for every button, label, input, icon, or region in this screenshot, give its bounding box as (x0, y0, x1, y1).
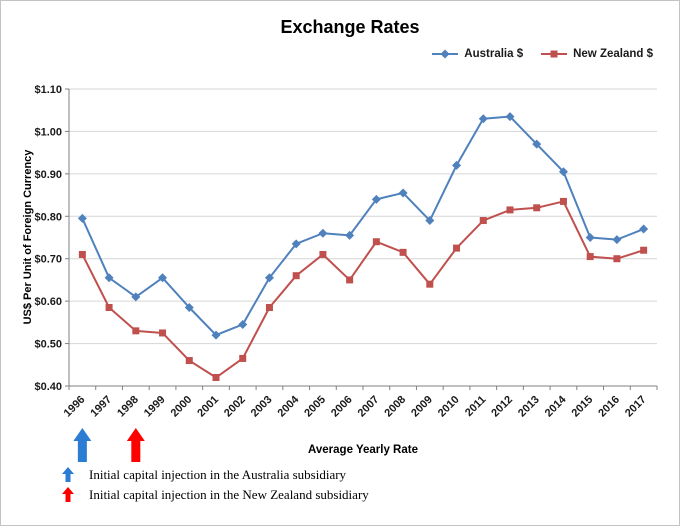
svg-text:2003: 2003 (249, 394, 275, 420)
australia-series-marker-icon (432, 49, 459, 59)
svg-text:$1.10: $1.10 (34, 84, 62, 96)
annotation-australia: Initial capital injection in the Austral… (61, 466, 369, 483)
svg-text:1997: 1997 (88, 394, 114, 420)
annotation-text-new-zealand: Initial capital injection in the New Zea… (89, 486, 369, 502)
svg-text:2001: 2001 (195, 394, 221, 420)
svg-text:$1.00: $1.00 (34, 126, 62, 138)
svg-text:2007: 2007 (356, 394, 382, 420)
svg-text:2000: 2000 (169, 394, 195, 420)
legend-label-australia: Australia $ (464, 48, 524, 60)
legend-item-new-zealand: New Zealand $ (539, 48, 653, 60)
svg-text:$0.70: $0.70 (34, 254, 62, 266)
x-axis-title: Average Yearly Rate (308, 444, 418, 456)
svg-text:1999: 1999 (142, 394, 168, 420)
annotation-legend: Initial capital injection in the Austral… (61, 466, 369, 503)
legend-label-new-zealand: New Zealand $ (573, 48, 653, 60)
svg-text:2012: 2012 (489, 394, 515, 420)
svg-text:2014: 2014 (543, 393, 569, 419)
y-axis-title: US$ Per Unit of Foreign Currency (22, 149, 34, 325)
svg-text:2006: 2006 (329, 394, 355, 420)
svg-text:1996: 1996 (62, 394, 88, 420)
svg-text:2013: 2013 (516, 394, 542, 420)
svg-text:$0.40: $0.40 (34, 381, 62, 393)
chart-title: Exchange Rates (280, 17, 420, 37)
chart-legend: Australia $ New Zealand $ (430, 48, 653, 60)
svg-text:2004: 2004 (276, 393, 302, 419)
svg-text:$0.90: $0.90 (34, 169, 62, 181)
svg-text:2016: 2016 (596, 394, 622, 420)
red-up-arrow-icon (62, 487, 74, 502)
svg-text:$0.50: $0.50 (34, 339, 62, 351)
svg-text:$0.80: $0.80 (34, 211, 62, 223)
annotation-new-zealand: Initial capital injection in the New Zea… (61, 486, 369, 503)
svg-text:2015: 2015 (570, 394, 596, 420)
legend-item-australia: Australia $ (430, 48, 523, 60)
svg-text:2017: 2017 (623, 394, 649, 420)
blue-up-arrow-icon (62, 467, 74, 482)
svg-text:2005: 2005 (302, 394, 328, 420)
svg-text:2002: 2002 (222, 394, 248, 420)
annotation-text-australia: Initial capital injection in the Austral… (89, 466, 347, 482)
svg-text:$0.60: $0.60 (34, 296, 62, 308)
svg-text:2008: 2008 (382, 394, 408, 420)
svg-text:1998: 1998 (115, 394, 141, 420)
svg-text:2009: 2009 (409, 394, 435, 420)
new-zealand-series-marker-icon (541, 50, 568, 58)
svg-text:2010: 2010 (436, 394, 462, 420)
svg-text:2011: 2011 (463, 394, 488, 419)
